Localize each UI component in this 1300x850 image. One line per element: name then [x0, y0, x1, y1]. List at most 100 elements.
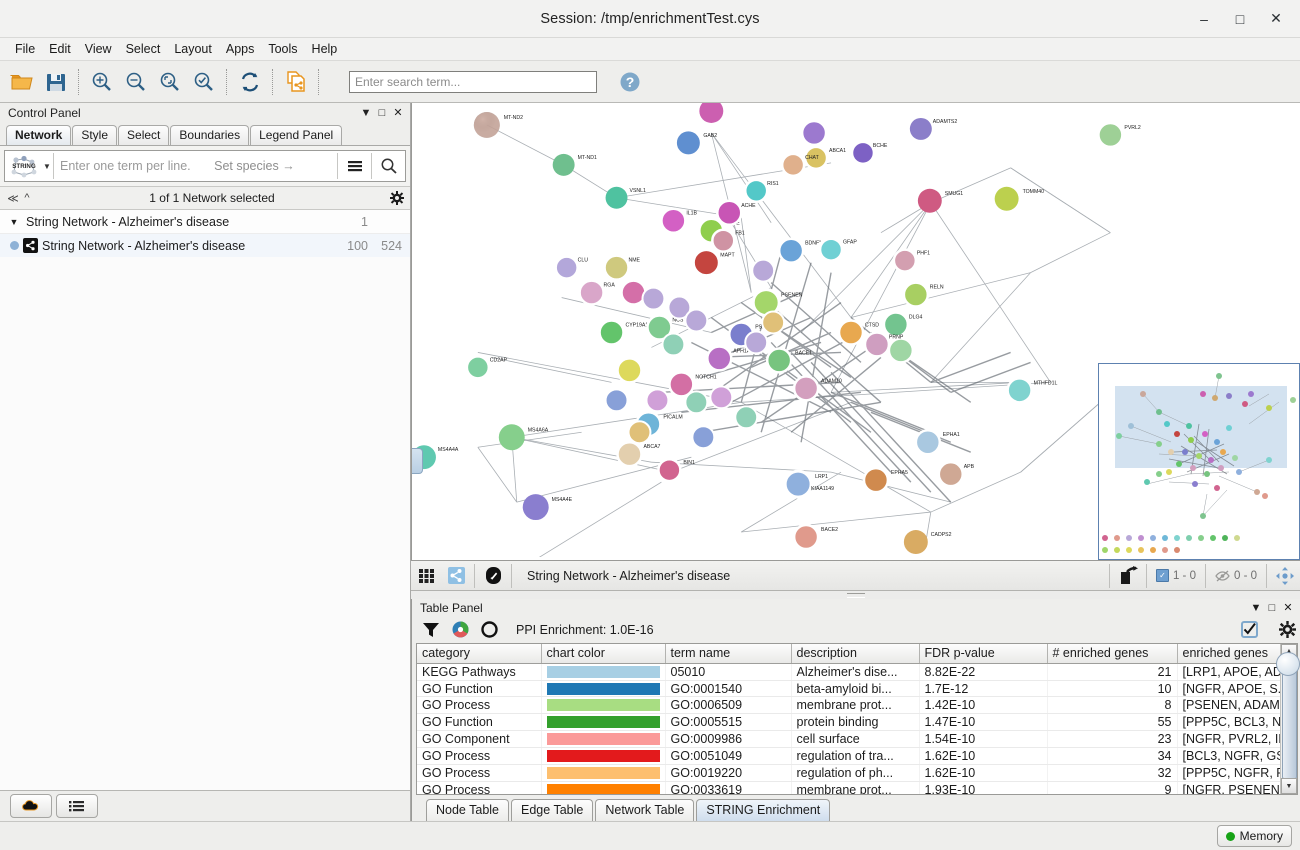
hidden-nodes-indicator[interactable]: 0 - 0 — [1209, 570, 1263, 582]
save-icon[interactable] — [39, 65, 73, 99]
string-species-caret-icon[interactable]: ▼ — [43, 161, 51, 171]
col-enriched-genes[interactable]: enriched genes — [1177, 643, 1280, 664]
network-view-canvas[interactable]: MT-ND2 MT-ND1 VSNL1 GAB2 RIS1 ABCA1 CHAT… — [411, 103, 1300, 561]
string-set-species-link[interactable]: Set species → — [214, 159, 295, 173]
divider — [1108, 563, 1110, 588]
network-left-grip-handle[interactable] — [412, 448, 423, 474]
tab-legend-panel[interactable]: Legend Panel — [250, 125, 343, 145]
open-folder-icon[interactable] — [5, 65, 39, 99]
table-vertical-scrollbar[interactable]: ▲ ▼ — [1276, 643, 1300, 794]
control-panel-float-icon[interactable]: □ — [378, 106, 386, 119]
scrollbar-knob[interactable] — [1276, 651, 1300, 676]
menu-file[interactable]: File — [15, 42, 36, 56]
maximize-button[interactable]: □ — [1235, 10, 1245, 27]
control-panel-dropdown-icon[interactable]: ▼ — [360, 106, 372, 119]
main-body: Control Panel ▼ □ ✕ Network Style Select… — [0, 103, 1300, 821]
share-network-icon[interactable] — [441, 562, 471, 589]
col-fdr-pvalue[interactable]: FDR p-value — [919, 643, 1048, 664]
list-icon[interactable] — [56, 794, 98, 818]
table-row[interactable]: GO Component GO:0009986 cell surface 1.5… — [417, 730, 1280, 749]
pan-tool-icon[interactable] — [1270, 562, 1300, 589]
menu-help[interactable]: Help — [311, 42, 338, 56]
svg-text:MT-ND2: MT-ND2 — [504, 115, 523, 121]
tab-node-table[interactable]: Node Table — [426, 799, 510, 821]
cell-category: GO Process — [417, 696, 542, 715]
table-panel-float-icon[interactable]: □ — [1268, 601, 1276, 614]
col-enriched-genes-count[interactable]: # enriched genes — [1047, 643, 1178, 664]
cell-term-name: GO:0009986 — [665, 730, 792, 749]
menu-layout[interactable]: Layout — [174, 42, 212, 56]
donut-chart-icon[interactable] — [481, 621, 498, 638]
magnifier-icon[interactable] — [372, 152, 405, 180]
tab-select[interactable]: Select — [118, 125, 170, 145]
enrichment-table[interactable]: category chart color term name descripti… — [416, 642, 1300, 795]
selected-nodes-indicator[interactable]: ✓ 1 - 0 — [1150, 569, 1202, 582]
svg-text:MAPT: MAPT — [720, 253, 735, 259]
export-network-icon[interactable] — [279, 65, 313, 99]
hidden-nodes-count: 0 - 0 — [1233, 569, 1257, 582]
expand-all-icon[interactable]: ^ — [24, 192, 30, 204]
string-query-box[interactable]: STRING ▼ Enter one term per line. Set sp… — [4, 150, 406, 182]
gear-icon[interactable] — [1274, 618, 1300, 642]
zoom-fit-icon[interactable] — [153, 65, 187, 99]
scrollbar-thumb[interactable] — [1282, 658, 1297, 779]
annotation-icon[interactable] — [478, 562, 508, 589]
tab-network-table[interactable]: Network Table — [595, 799, 695, 821]
network-selection-status: 1 of 1 Network selected — [149, 191, 275, 205]
close-button[interactable]: ✕ — [1270, 10, 1282, 26]
table-row[interactable]: KEGG Pathways 05010 Alzheimer's dise... … — [417, 663, 1280, 681]
select-all-icon[interactable] — [1236, 618, 1262, 642]
network-status-bar: String Network - Alzheimer's disease ✓ 1… — [411, 561, 1300, 591]
scroll-down-arrow-icon[interactable]: ▼ — [1281, 778, 1297, 794]
grid-view-icon[interactable] — [411, 562, 441, 589]
zoom-out-icon[interactable] — [119, 65, 153, 99]
help-icon[interactable]: ? — [613, 65, 647, 99]
col-term-name[interactable]: term name — [665, 643, 792, 664]
tree-group-row[interactable]: ▼ String Network - Alzheimer's disease 1 — [0, 210, 410, 234]
table-row[interactable]: GO Process GO:0019220 regulation of ph..… — [417, 764, 1280, 782]
svg-text:BCHE: BCHE — [873, 143, 888, 149]
birds-eye-navigator[interactable] — [1098, 363, 1300, 560]
tab-style[interactable]: Style — [72, 125, 118, 145]
memory-button[interactable]: Memory — [1216, 825, 1292, 847]
zoom-in-icon[interactable] — [85, 65, 119, 99]
tree-network-row[interactable]: String Network - Alzheimer's disease 100… — [0, 234, 410, 257]
menu-edit[interactable]: Edit — [49, 42, 71, 56]
control-panel-close-icon[interactable]: ✕ — [393, 107, 403, 119]
table-row[interactable]: GO Process GO:0033619 membrane prot... 1… — [417, 781, 1280, 794]
tab-boundaries[interactable]: Boundaries — [170, 125, 250, 145]
string-term-input[interactable]: Enter one term per line. Set species → — [54, 159, 337, 173]
zoom-selected-icon[interactable] — [187, 65, 221, 99]
search-input[interactable]: Enter search term... — [349, 70, 597, 93]
chevron-down-icon[interactable]: ▼ — [9, 216, 19, 227]
table-row[interactable]: GO Function GO:0001540 beta-amyloid bi..… — [417, 680, 1280, 698]
hamburger-icon[interactable] — [338, 152, 371, 180]
menu-select[interactable]: Select — [125, 42, 161, 56]
tab-edge-table[interactable]: Edge Table — [511, 799, 594, 821]
filter-icon[interactable] — [422, 621, 440, 639]
tab-string-enrichment[interactable]: STRING Enrichment — [696, 799, 831, 821]
table-panel-close-icon[interactable]: ✕ — [1283, 602, 1293, 615]
col-chart-color[interactable]: chart color — [541, 643, 666, 664]
col-description[interactable]: description — [791, 643, 920, 664]
network-graph[interactable]: MT-ND2 MT-ND1 VSNL1 GAB2 RIS1 ABCA1 CHAT… — [412, 103, 1300, 557]
col-category[interactable]: category — [417, 643, 542, 664]
pie-chart-icon[interactable] — [452, 621, 469, 638]
menu-tools[interactable]: Tools — [268, 42, 298, 56]
tab-network[interactable]: Network — [6, 125, 72, 145]
menu-view[interactable]: View — [84, 42, 112, 56]
collapse-all-icon[interactable]: ≪ — [7, 192, 19, 205]
table-row[interactable]: GO Process GO:0051049 regulation of tra.… — [417, 747, 1280, 766]
table-row[interactable]: GO Function GO:0005515 protein binding 1… — [417, 713, 1280, 732]
export-image-icon[interactable] — [1113, 562, 1143, 589]
cell-genes: [BCL3, NGFR, GS... — [1177, 747, 1280, 766]
minimize-button[interactable]: – — [1200, 10, 1208, 27]
table-panel-dropdown-icon[interactable]: ▼ — [1250, 601, 1262, 614]
divider — [53, 153, 54, 179]
table-row[interactable]: GO Process GO:0006509 membrane prot... 1… — [417, 696, 1280, 715]
cloud-icon[interactable] — [10, 794, 52, 818]
menu-apps[interactable]: Apps — [225, 42, 255, 56]
gear-icon[interactable] — [390, 191, 404, 205]
refresh-icon[interactable] — [233, 65, 267, 99]
horizontal-split-handle[interactable] — [411, 591, 1300, 599]
